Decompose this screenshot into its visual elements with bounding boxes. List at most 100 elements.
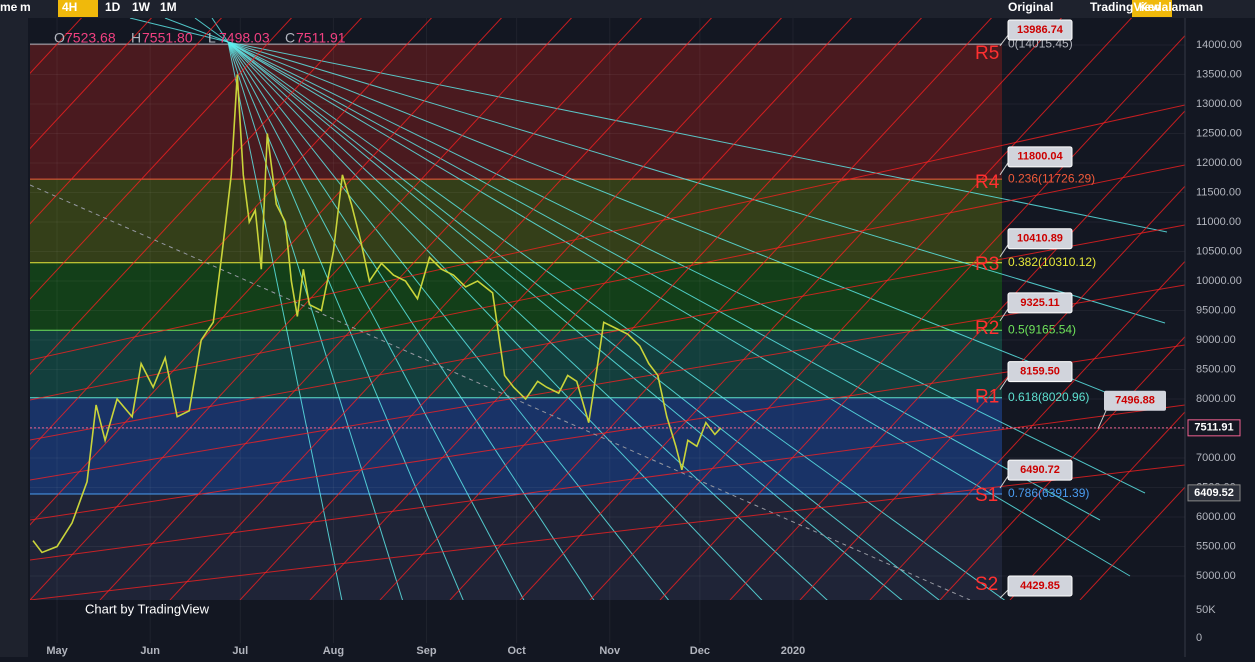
channel-line — [30, 18, 433, 451]
channel-line — [30, 18, 223, 225]
ohlc-key: O — [54, 30, 65, 46]
y-tick-label: 10500.00 — [1196, 245, 1242, 257]
price-line — [32, 74, 722, 554]
channel-line — [30, 164, 1185, 401]
trend-line — [30, 184, 971, 600]
channel-line — [659, 34, 1185, 600]
channel-line — [1079, 486, 1185, 600]
channel-line — [939, 335, 1185, 600]
active-interval[interactable] — [58, 0, 98, 17]
channel-line — [30, 18, 293, 300]
y-tick-label: 5500.00 — [1196, 540, 1236, 552]
callout-box — [1007, 292, 1073, 314]
y-tick-label: 12500.00 — [1196, 127, 1242, 139]
channel-line — [30, 404, 1185, 561]
ohlc-value: 7511.91 — [296, 30, 346, 46]
toolbar-item[interactable]: TradingView — [1090, 0, 1161, 14]
fan-line — [227, 41, 903, 600]
x-tick-label: 2020 — [781, 645, 805, 657]
channel-line — [309, 18, 853, 600]
channel-line — [169, 18, 713, 600]
x-tick-label: Dec — [690, 645, 710, 657]
ohlc-value: 7523.68 — [65, 30, 116, 46]
ohlc-key: C — [285, 30, 295, 46]
price-tag-text: 7511.91 — [1194, 422, 1233, 434]
fan-line — [227, 41, 525, 600]
channel-line — [99, 18, 643, 600]
left-toolbar — [0, 18, 28, 657]
fan-line — [227, 41, 464, 600]
channel-line — [30, 284, 1185, 481]
y-tick-label: 10000.00 — [1196, 275, 1242, 287]
callout-text: 9325.11 — [1020, 297, 1059, 309]
channel-line — [30, 18, 363, 375]
toolbar-item[interactable]: 1M — [160, 0, 177, 14]
fan-line — [227, 41, 1006, 600]
ohlc-value: 7551.80 — [142, 30, 193, 46]
channel-line — [30, 464, 1185, 600]
x-tick-label: Nov — [599, 645, 621, 657]
callout-box — [1007, 19, 1073, 41]
fan-line — [227, 41, 343, 600]
pivot-label: R2 — [975, 318, 999, 339]
fib-label: 0.5(9165.54) — [1008, 322, 1076, 336]
fan-line — [227, 41, 595, 600]
fan-line — [227, 41, 1166, 324]
fan-line — [227, 41, 828, 600]
x-tick-label: Jul — [232, 645, 248, 657]
channel-line — [449, 18, 993, 600]
channel-line — [799, 185, 1185, 600]
fib-label: 0.382(10310.12) — [1008, 255, 1096, 269]
top-toolbar — [0, 0, 1255, 18]
channel-line — [589, 18, 1133, 600]
ohlc-key: H — [131, 30, 141, 46]
y-tick-label: 12000.00 — [1196, 157, 1242, 169]
y-tick-label: 13500.00 — [1196, 68, 1242, 80]
toolbar-item[interactable]: 4H — [62, 0, 77, 14]
fan-line — [164, 18, 229, 43]
channel-line — [30, 18, 503, 526]
callout-box — [1007, 228, 1073, 250]
channel-line — [30, 344, 1185, 521]
channel-line — [869, 260, 1185, 600]
fib-zone — [30, 262, 1002, 331]
toolbar-item[interactable]: me — [0, 0, 18, 14]
toolbar-item[interactable]: 1D — [105, 0, 121, 14]
callout-box — [1007, 146, 1073, 168]
y-tick-label: 7000.00 — [1196, 452, 1236, 464]
watermark: Chart by TradingView — [85, 601, 210, 616]
volume-axis-label: 50K — [1196, 604, 1216, 616]
y-tick-label: 13000.00 — [1196, 98, 1242, 110]
toolbar-item[interactable]: Kedalaman — [1139, 0, 1203, 14]
fan-line — [194, 18, 229, 43]
callout-text: 7496.88 — [1115, 395, 1155, 407]
fan-line — [227, 41, 670, 600]
fan-line — [227, 41, 1151, 411]
pivot-label: R4 — [975, 172, 1000, 193]
ohlc-value: 7498.03 — [219, 30, 270, 46]
pivot-label: R3 — [975, 254, 999, 275]
fan-line — [227, 41, 940, 600]
x-tick-label: Sep — [416, 645, 436, 657]
channel-line — [30, 224, 1185, 441]
fan-line — [227, 41, 1101, 521]
price-tag-text: 6409.52 — [1194, 487, 1234, 499]
tradingview-tab[interactable] — [1132, 0, 1172, 17]
callout-box — [1007, 575, 1073, 597]
callout-box — [1007, 459, 1073, 481]
fib-zone — [30, 493, 1002, 600]
fib-zone — [30, 179, 1002, 263]
fib-zone — [30, 44, 1002, 180]
pivot-label: R1 — [975, 387, 999, 408]
callout-text: 6490.72 — [1020, 464, 1060, 476]
callout-box — [1104, 390, 1166, 411]
callout-text: 11800.04 — [1017, 151, 1063, 163]
toolbar-item[interactable]: m — [20, 0, 31, 14]
fan-line — [227, 41, 763, 600]
fib-zone — [30, 330, 1002, 398]
y-tick-label: 9500.00 — [1196, 304, 1236, 316]
toolbar-item[interactable]: Original — [1008, 0, 1053, 14]
fib-label: 0.618(8020.96) — [1008, 390, 1089, 404]
toolbar-item[interactable]: 1W — [132, 0, 151, 14]
